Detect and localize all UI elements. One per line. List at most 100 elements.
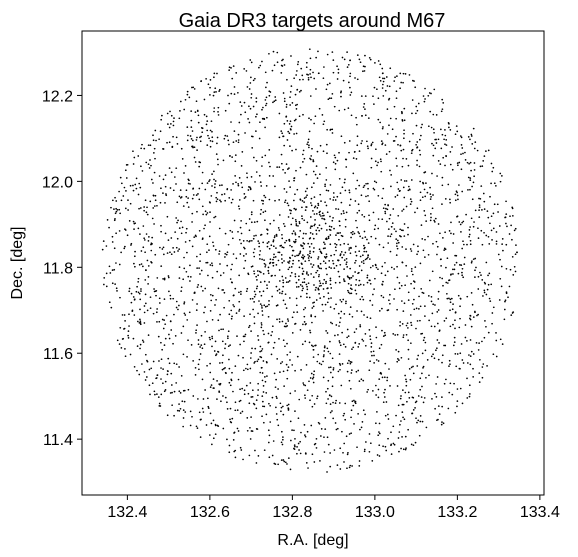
- data-point: [162, 192, 164, 194]
- data-point: [187, 134, 189, 137]
- data-point: [408, 368, 411, 370]
- data-point: [209, 79, 212, 81]
- data-point: [434, 221, 436, 223]
- data-point: [334, 334, 336, 337]
- data-point: [221, 340, 224, 343]
- data-point: [276, 51, 279, 54]
- data-point: [313, 196, 316, 198]
- data-point: [422, 292, 425, 295]
- data-point: [233, 86, 236, 88]
- data-point: [303, 219, 306, 222]
- data-point: [178, 304, 180, 307]
- data-point: [271, 325, 274, 328]
- data-point: [196, 267, 198, 269]
- data-point: [213, 110, 215, 113]
- data-point: [305, 66, 308, 69]
- data-point: [470, 350, 473, 353]
- data-point: [327, 237, 330, 240]
- data-point: [173, 362, 176, 365]
- data-point: [477, 349, 480, 351]
- data-point: [214, 87, 217, 90]
- data-point: [273, 372, 276, 375]
- data-point: [332, 161, 335, 164]
- data-point: [115, 200, 118, 202]
- data-point: [173, 313, 175, 316]
- data-point: [389, 293, 391, 296]
- data-point: [369, 338, 372, 341]
- data-point: [452, 323, 454, 326]
- data-point: [356, 179, 359, 182]
- data-point: [299, 250, 302, 253]
- data-point: [294, 93, 297, 96]
- data-point: [328, 266, 331, 268]
- data-point: [338, 220, 341, 223]
- data-point: [490, 215, 493, 218]
- data-point: [186, 93, 189, 96]
- data-point: [303, 315, 306, 318]
- data-point: [345, 302, 347, 305]
- data-point: [400, 81, 403, 84]
- data-point: [488, 272, 491, 275]
- data-point: [108, 301, 111, 304]
- data-point: [200, 344, 203, 346]
- data-point: [359, 61, 362, 64]
- data-point: [321, 212, 324, 215]
- data-point: [178, 366, 180, 368]
- data-point: [405, 158, 408, 160]
- data-point: [147, 265, 150, 267]
- data-point: [449, 129, 452, 131]
- data-point: [353, 232, 356, 235]
- data-point: [389, 117, 392, 120]
- data-point: [234, 409, 237, 412]
- data-point: [266, 375, 268, 377]
- data-point: [163, 277, 166, 280]
- data-point: [341, 256, 344, 259]
- data-point: [187, 206, 190, 208]
- data-point: [275, 233, 278, 236]
- data-point: [172, 135, 174, 138]
- data-point: [358, 343, 361, 345]
- data-point: [246, 86, 249, 88]
- data-point: [272, 50, 275, 53]
- data-point: [318, 107, 321, 110]
- data-point: [308, 259, 310, 262]
- data-point: [382, 207, 385, 210]
- data-point: [410, 270, 413, 273]
- data-point: [480, 229, 483, 232]
- data-point: [186, 251, 188, 254]
- data-point: [156, 321, 158, 323]
- data-point: [237, 354, 240, 357]
- data-point: [123, 327, 126, 330]
- data-point: [313, 403, 316, 405]
- data-point: [294, 369, 296, 372]
- data-point: [471, 143, 474, 145]
- data-point: [114, 212, 117, 215]
- data-point: [293, 429, 295, 432]
- data-point: [360, 261, 363, 263]
- data-point: [334, 281, 337, 284]
- data-point: [483, 208, 486, 210]
- data-point: [331, 92, 334, 95]
- data-point: [374, 264, 377, 267]
- data-point: [479, 271, 481, 274]
- data-point: [259, 181, 262, 183]
- data-point: [436, 311, 439, 313]
- data-point: [487, 235, 490, 238]
- data-point: [287, 409, 290, 411]
- data-point: [262, 290, 265, 293]
- data-point: [401, 261, 404, 264]
- data-point: [200, 418, 202, 421]
- data-point: [187, 197, 189, 199]
- data-point: [195, 194, 198, 196]
- data-point: [364, 258, 367, 261]
- data-point: [160, 230, 162, 233]
- data-point: [424, 195, 427, 198]
- data-point: [270, 275, 273, 277]
- data-point: [417, 354, 420, 357]
- data-point: [418, 308, 420, 310]
- data-point: [178, 403, 180, 405]
- data-point: [301, 272, 304, 275]
- data-point: [311, 266, 314, 268]
- data-point: [370, 346, 373, 348]
- data-point: [185, 231, 187, 234]
